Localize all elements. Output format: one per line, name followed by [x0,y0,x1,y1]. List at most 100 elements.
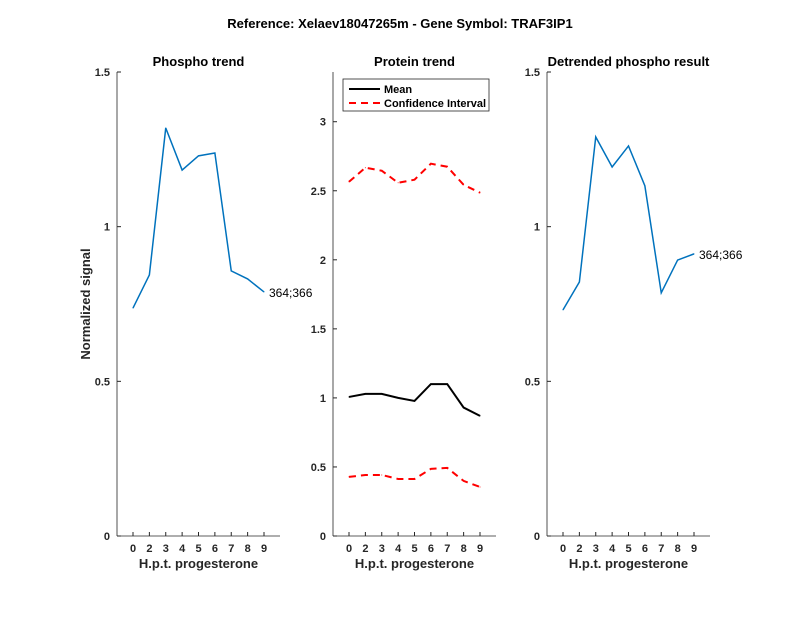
data-point [414,478,415,480]
data-point [611,166,613,168]
data-point [397,397,399,399]
data-point [364,393,366,395]
data-point [230,270,232,272]
data-point [562,309,564,311]
data-point [628,145,629,147]
x-tick-label: 8 [461,543,467,555]
data-point [479,486,481,488]
y-tick-label: 1 [104,222,110,234]
x-tick-label: 6 [428,543,434,555]
series-line [348,466,481,488]
data-point [430,468,432,470]
x-tick-label: 2 [146,543,152,555]
series-annotation: 364;366 [269,286,313,300]
y-tick-label: 0.5 [95,376,110,388]
series-line [132,127,265,309]
y-tick-label: 1.5 [95,67,110,79]
x-tick-label: 5 [625,543,631,555]
data-point [677,259,679,261]
figure-title: Reference: Xelaev18047265m - Gene Symbol… [227,16,572,31]
x-tick-label: 0 [130,543,136,555]
x-axis-label: H.p.t. progesterone [569,556,688,571]
data-point [446,467,448,469]
data-point [381,393,383,395]
data-point [247,278,249,280]
data-point [430,383,432,385]
x-tick-label: 2 [576,543,582,555]
series-annotation: 364;366 [699,248,743,262]
x-tick-label: 3 [163,543,169,555]
legend-box [342,78,490,112]
data-point [414,400,415,402]
y-tick-label: 2 [320,255,326,267]
data-point [463,480,465,482]
series-line [562,134,695,311]
data-point [595,136,597,138]
y-tick-label: 1 [534,222,540,234]
x-tick-label: 5 [411,543,417,555]
data-point [364,474,366,476]
x-tick-label: 7 [444,543,450,555]
panel-title: Detrended phospho result [548,54,710,69]
legend-label: Mean [384,84,412,96]
x-tick-label: 9 [691,543,697,555]
x-tick-label: 9 [261,543,267,555]
data-point [148,274,150,276]
x-tick-label: 4 [395,543,402,555]
y-tick-label: 0 [104,531,110,543]
x-tick-label: 3 [593,543,599,555]
data-point [364,167,366,169]
y-tick-label: 0 [320,531,326,543]
y-tick-label: 1.5 [525,67,540,79]
legend-label: Confidence Interval [384,98,486,110]
y-tick-label: 1 [320,393,326,405]
data-point [132,307,134,309]
data-point [397,182,399,184]
series-line [348,162,481,194]
data-point [198,155,199,157]
data-point [348,476,350,478]
data-point [644,185,646,187]
x-tick-label: 4 [179,543,186,555]
x-tick-label: 9 [477,543,483,555]
y-tick-label: 0.5 [311,462,326,474]
data-point [214,152,216,154]
x-tick-label: 8 [245,543,251,555]
y-axis-label: Normalized signal [78,248,93,359]
data-point [446,166,448,168]
data-point [463,407,465,409]
data-point [348,396,350,398]
x-tick-label: 6 [642,543,648,555]
data-point [479,192,481,194]
x-tick-label: 7 [228,543,234,555]
data-point [348,181,350,183]
data-point [397,478,399,480]
y-tick-label: 2.5 [311,186,326,198]
data-point [693,253,695,255]
x-axis-label: H.p.t. progesterone [355,556,474,571]
x-tick-label: 4 [609,543,616,555]
panel-title: Phospho trend [153,54,245,69]
x-tick-label: 2 [362,543,368,555]
x-tick-label: 3 [379,543,385,555]
y-tick-label: 3 [320,117,326,129]
data-point [479,415,481,417]
data-point [414,179,415,181]
y-tick-label: 1.5 [311,324,326,336]
data-point [446,383,448,385]
data-point [165,127,167,129]
x-tick-label: 5 [195,543,201,555]
x-axis-label: H.p.t. progesterone [139,556,258,571]
data-point [181,169,183,171]
x-tick-label: 6 [212,543,218,555]
data-point [660,292,662,294]
data-point [463,184,465,186]
data-point [381,474,383,476]
data-point [381,170,383,172]
series-line [348,383,481,417]
data-point [430,163,432,165]
x-tick-label: 0 [560,543,566,555]
x-tick-label: 8 [675,543,681,555]
